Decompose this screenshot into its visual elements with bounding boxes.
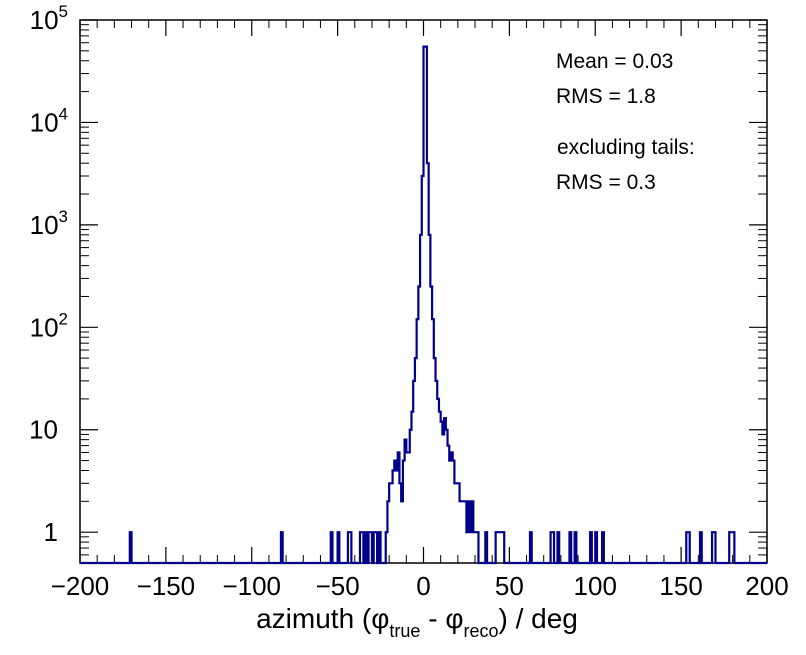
y-tick-label: 102 bbox=[30, 309, 68, 342]
minor-ticks bbox=[80, 20, 767, 564]
y-tick-label: 10 bbox=[29, 415, 58, 445]
x-tick-label: −200 bbox=[51, 571, 110, 601]
x-tick-label: −50 bbox=[316, 571, 360, 601]
y-tick-label: 105 bbox=[30, 2, 68, 35]
stats-box: Mean = 0.03 RMS = 1.8 excluding tails: R… bbox=[556, 50, 695, 194]
y-tick-labels: 1 10 102 103 104 105 bbox=[29, 2, 68, 547]
histogram-line bbox=[80, 45, 767, 565]
x-tick-label: 200 bbox=[745, 571, 788, 601]
y-tick-label: 1 bbox=[44, 517, 58, 547]
stat-mean: Mean = 0.03 bbox=[556, 50, 673, 73]
stat-excluding-tails: excluding tails: bbox=[557, 136, 695, 159]
x-tick-label: 100 bbox=[574, 571, 617, 601]
y-tick-label: 103 bbox=[30, 207, 68, 240]
x-tick-label: 50 bbox=[495, 571, 524, 601]
stat-rms: RMS = 1.8 bbox=[556, 85, 656, 108]
x-tick-label: −100 bbox=[222, 571, 281, 601]
x-tick-label: −150 bbox=[137, 571, 196, 601]
x-tick-labels: −200 −150 −100 −50 0 50 100 150 200 bbox=[51, 571, 789, 601]
y-tick-label: 104 bbox=[30, 104, 68, 137]
stat-rms-core: RMS = 0.3 bbox=[556, 171, 656, 194]
x-tick-label: 150 bbox=[659, 571, 702, 601]
x-axis-title: azimuth (φtrue - φreco) / deg bbox=[256, 603, 578, 641]
x-tick-label: 0 bbox=[416, 571, 430, 601]
